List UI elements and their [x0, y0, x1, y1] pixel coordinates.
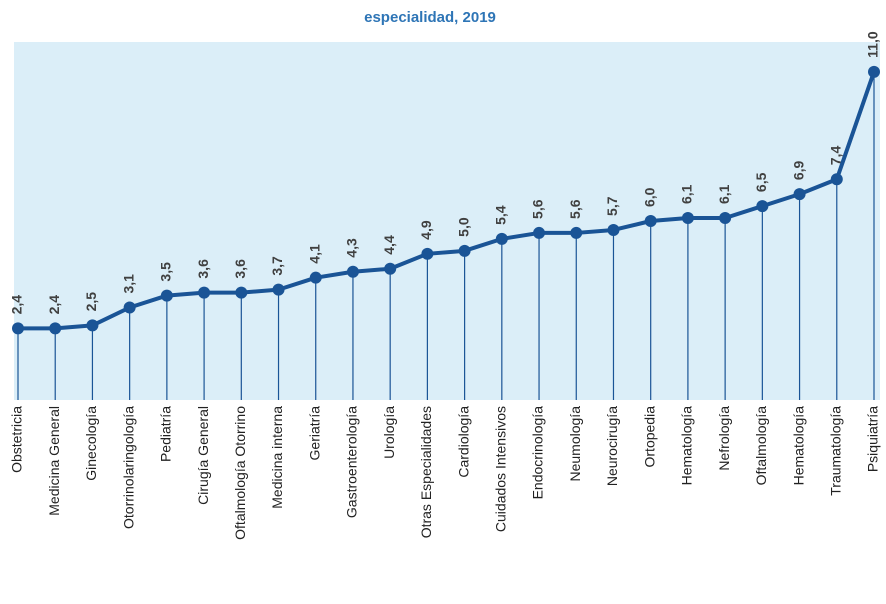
x-tick-label: Medicina General	[46, 406, 62, 516]
chart-title: especialidad, 2019	[364, 9, 496, 26]
point	[160, 289, 173, 302]
point	[421, 247, 434, 260]
point	[86, 319, 99, 332]
point	[123, 301, 136, 314]
value-label: 5,7	[604, 196, 620, 216]
x-tick-label: Traumatología	[827, 406, 843, 496]
value-label: 4,4	[381, 235, 397, 255]
point	[384, 262, 397, 275]
x-tick-label: Neumología	[567, 406, 583, 482]
value-label: 7,4	[827, 146, 843, 166]
point	[793, 188, 806, 201]
point	[235, 286, 248, 299]
value-label: 3,7	[269, 256, 285, 276]
x-tick-label: Pediatría	[158, 406, 174, 462]
point	[495, 232, 508, 245]
point	[272, 283, 285, 296]
x-tick-label: Ginecología	[83, 406, 99, 481]
point	[719, 212, 732, 225]
value-label: 3,6	[232, 259, 248, 279]
value-label: 2,4	[46, 295, 62, 315]
point	[198, 286, 211, 299]
value-label: 5,0	[455, 217, 471, 237]
point	[607, 223, 620, 236]
value-label: 6,5	[753, 172, 769, 192]
x-tick-label: Nefrología	[716, 406, 732, 471]
value-label: 6,1	[679, 184, 695, 204]
x-tick-label: Endocrinología	[530, 406, 546, 500]
value-label: 6,9	[790, 160, 806, 180]
line	[18, 71, 876, 331]
x-tick-label: Hematología	[679, 406, 695, 486]
x-tick-label: Cuidados Intensivos	[493, 406, 509, 532]
value-label: 4,3	[344, 238, 360, 258]
x-tick-label: Cirugía General	[195, 406, 211, 505]
x-tick-label: Otras Especialidades	[418, 406, 434, 538]
point	[570, 226, 583, 239]
x-tick-label: Obstetricia	[9, 406, 25, 473]
plot-area	[14, 42, 880, 400]
x-tick-label: Medicina interna	[269, 406, 285, 509]
value-label: 5,4	[493, 205, 509, 225]
point	[830, 173, 843, 186]
x-tick-label: Urología	[381, 406, 397, 459]
x-tick-label: Neurocirugía	[604, 406, 620, 486]
value-label: 5,6	[530, 199, 546, 219]
point	[644, 215, 657, 227]
value-label: 5,6	[567, 199, 583, 219]
x-tick-label: Otorrinolaringología	[120, 406, 136, 529]
value-label: 11,0	[865, 31, 881, 58]
value-label: 6,1	[716, 184, 732, 204]
x-tick-label: Cardiología	[455, 406, 471, 478]
x-tick-label: Psiquiatría	[865, 406, 881, 472]
value-label: 2,5	[83, 292, 99, 312]
point	[756, 200, 769, 213]
x-tick-label: Gastroenterología	[344, 406, 360, 518]
value-label: 3,5	[158, 262, 174, 282]
value-label: 2,4	[9, 295, 25, 315]
x-tick-label: Oftalmología	[753, 406, 769, 486]
value-label: 4,9	[418, 220, 434, 240]
x-tick-label: Oftalmología Otorrino	[232, 406, 248, 540]
point	[533, 226, 546, 239]
value-label: 6,0	[641, 187, 657, 207]
x-tick-label: Geriatría	[306, 406, 322, 461]
x-tick-label: Hematología	[790, 406, 806, 486]
point	[868, 65, 880, 78]
point	[458, 244, 471, 257]
point	[681, 212, 694, 225]
x-tick-label: Ortopedia	[641, 406, 657, 468]
point	[12, 322, 24, 335]
point	[346, 265, 359, 278]
value-label: 3,6	[195, 259, 211, 279]
value-label: 3,1	[120, 274, 136, 294]
point	[309, 271, 322, 284]
point	[49, 322, 62, 335]
value-label: 4,1	[306, 244, 322, 264]
